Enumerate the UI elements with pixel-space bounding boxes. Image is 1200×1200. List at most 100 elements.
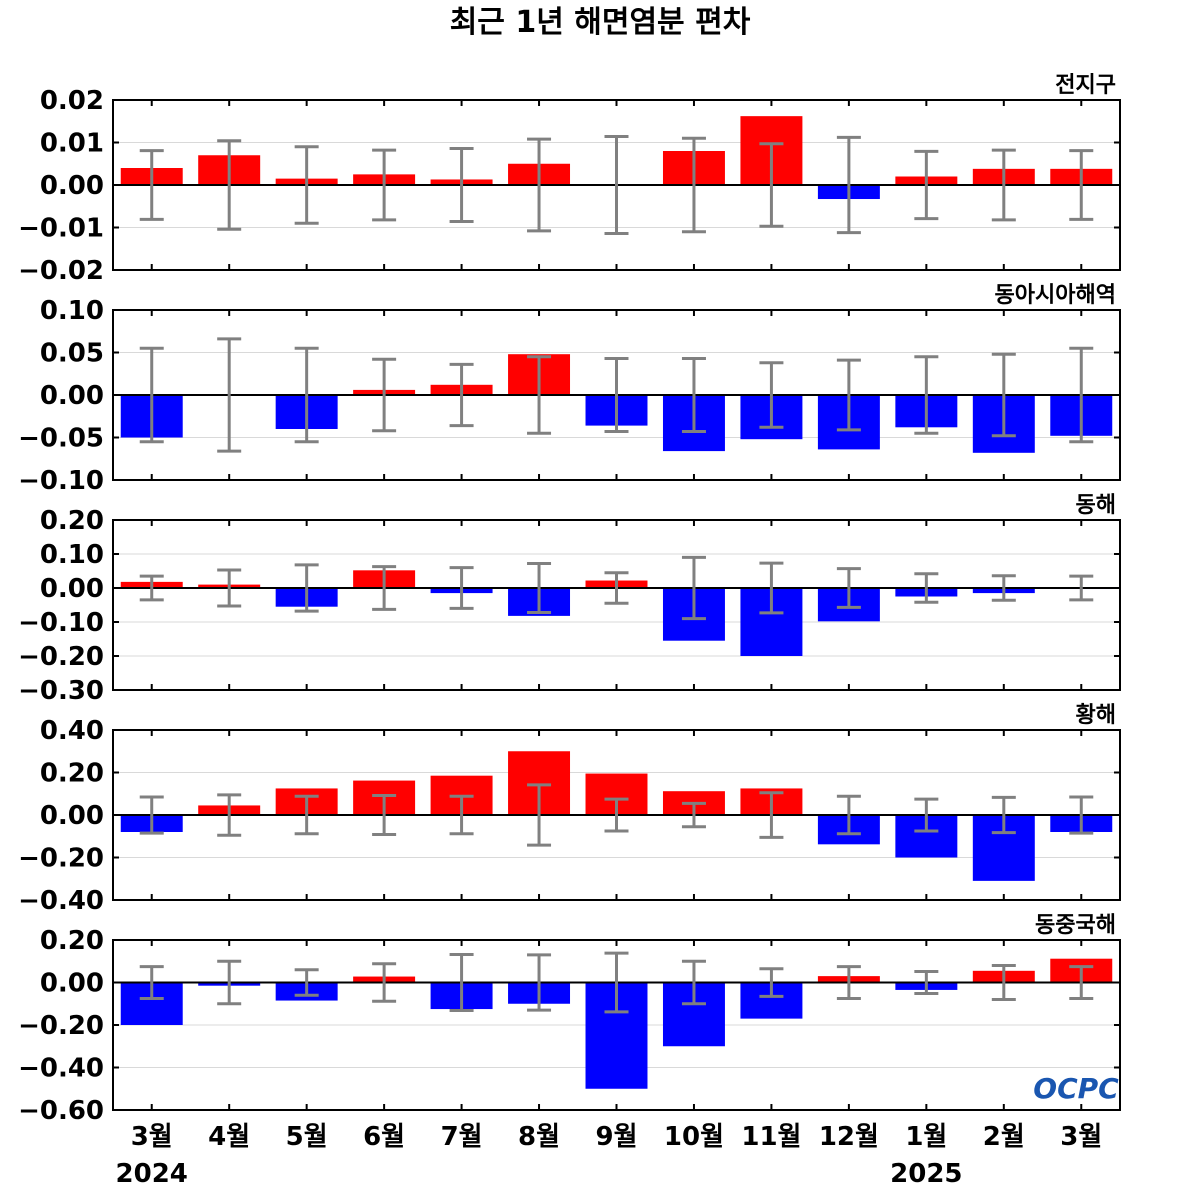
y-tick-label: −0.02 <box>18 256 104 286</box>
y-tick-label: 0.40 <box>40 716 104 746</box>
panel-title: 동아시아해역 <box>995 283 1116 308</box>
panel-title: 동해 <box>1076 493 1116 518</box>
error-bar <box>604 571 629 605</box>
error-bar <box>1069 965 1094 1000</box>
error-bar <box>991 964 1016 1001</box>
y-tick-label: −0.20 <box>18 844 104 874</box>
error-bar <box>217 959 242 1006</box>
y-tick-label: 0.20 <box>40 926 104 956</box>
error-bar <box>759 361 784 429</box>
error-bar <box>527 137 552 233</box>
error-bar <box>914 355 939 435</box>
error-bar <box>372 357 397 433</box>
error-bar <box>139 574 164 602</box>
x-tick-label: 9월 <box>595 1122 637 1152</box>
error-bar <box>139 795 164 835</box>
ocpc-logo: OCPC <box>1033 1072 1119 1105</box>
error-bar <box>759 142 784 228</box>
x-axis-labels: 3월 4월 5월 6월 7월 8월 9월 10월 11월 12월 1월 2월 3월 2024 2025 <box>116 1122 1103 1189</box>
error-bar <box>914 149 939 221</box>
error-bar <box>449 146 474 224</box>
y-tick-label: 0.10 <box>40 540 104 570</box>
panel-title: 동중국해 <box>1035 913 1116 938</box>
error-bar <box>372 148 397 222</box>
error-bar <box>449 952 474 1013</box>
error-bar <box>759 791 784 839</box>
y-tick-label: 0.01 <box>40 129 104 159</box>
error-bar <box>991 795 1016 835</box>
x-tick-label: 5월 <box>286 1122 328 1152</box>
error-bar <box>294 145 319 225</box>
error-bar <box>836 135 861 235</box>
y-tick-label: −0.10 <box>18 608 104 638</box>
x-tick-label: 2월 <box>983 1122 1025 1152</box>
y-tick-label: −0.60 <box>18 1096 104 1126</box>
error-bar <box>372 962 397 1003</box>
error-bar <box>681 801 706 829</box>
y-tick-label: 0.20 <box>40 506 104 536</box>
error-bar <box>681 356 706 434</box>
panel-2: 0.10 0.05 0.00 −0.05 −0.10 동아시아해역 <box>18 283 1121 496</box>
error-bar <box>139 346 164 444</box>
y-tick-label: −0.20 <box>18 642 104 672</box>
y-tick-label: −0.40 <box>18 886 104 916</box>
x-tick-label: 3월 <box>1060 1122 1102 1152</box>
y-tick-label: 0.00 <box>40 801 104 831</box>
y-tick-label: 0.00 <box>40 381 104 411</box>
error-bar <box>604 797 629 833</box>
error-bar <box>836 965 861 1000</box>
panel-1: 0.02 0.01 0.00 −0.01 −0.02 전지구 <box>18 73 1121 286</box>
y-tick-label: 0.00 <box>40 171 104 201</box>
error-bar <box>527 355 552 435</box>
error-bar <box>991 574 1016 602</box>
error-bar <box>604 356 629 434</box>
panel-4: 0.40 0.20 0.00 −0.20 −0.40 황해 <box>18 703 1121 916</box>
error-bar <box>604 951 629 1014</box>
year-label: 2024 <box>116 1159 188 1189</box>
error-bar <box>1069 346 1094 444</box>
error-bar <box>914 572 939 604</box>
error-bar <box>527 783 552 847</box>
error-bar <box>217 337 242 453</box>
panel-title: 황해 <box>1076 703 1116 728</box>
y-tick-label: 0.20 <box>40 759 104 789</box>
y-tick-label: 0.05 <box>40 339 104 369</box>
error-bar <box>1069 149 1094 221</box>
y-tick-label: 0.00 <box>40 574 104 604</box>
error-bar <box>836 567 861 609</box>
error-bar <box>139 149 164 221</box>
panel-3: 0.20 0.10 0.00 −0.10 −0.20 −0.30 동해 <box>18 493 1121 706</box>
error-bar <box>372 793 397 837</box>
ocpc-logo-text: OCPC <box>1033 1072 1119 1105</box>
error-bar <box>1069 795 1094 835</box>
y-tick-label: 0.00 <box>40 969 104 999</box>
panel-title: 전지구 <box>1055 73 1116 98</box>
error-bar <box>217 139 242 231</box>
error-bar <box>1069 574 1094 602</box>
error-bar <box>991 352 1016 438</box>
x-tick-label: 3월 <box>131 1122 173 1152</box>
error-bar <box>449 566 474 610</box>
x-tick-label: 7월 <box>441 1122 483 1152</box>
x-tick-label: 8월 <box>518 1122 560 1152</box>
x-tick-label: 12월 <box>819 1122 879 1152</box>
y-tick-label: −0.20 <box>18 1011 104 1041</box>
x-tick-label: 4월 <box>208 1122 250 1152</box>
error-bar <box>681 136 706 234</box>
x-tick-label: 1월 <box>905 1122 947 1152</box>
x-tick-label: 6월 <box>363 1122 405 1152</box>
y-tick-label: −0.40 <box>18 1054 104 1084</box>
x-tick-label: 10월 <box>664 1122 724 1152</box>
error-bar <box>217 568 242 608</box>
y-tick-label: −0.05 <box>18 424 104 454</box>
error-bar <box>914 797 939 833</box>
error-bar <box>372 565 397 611</box>
error-bar <box>836 358 861 432</box>
error-bar <box>294 563 319 613</box>
chart-title: 최근 1년 해면염분 편차 <box>450 5 751 40</box>
y-tick-label: −0.10 <box>18 466 104 496</box>
y-tick-label: 0.02 <box>40 86 104 116</box>
y-tick-label: −0.01 <box>18 214 104 244</box>
y-tick-label: 0.10 <box>40 296 104 326</box>
